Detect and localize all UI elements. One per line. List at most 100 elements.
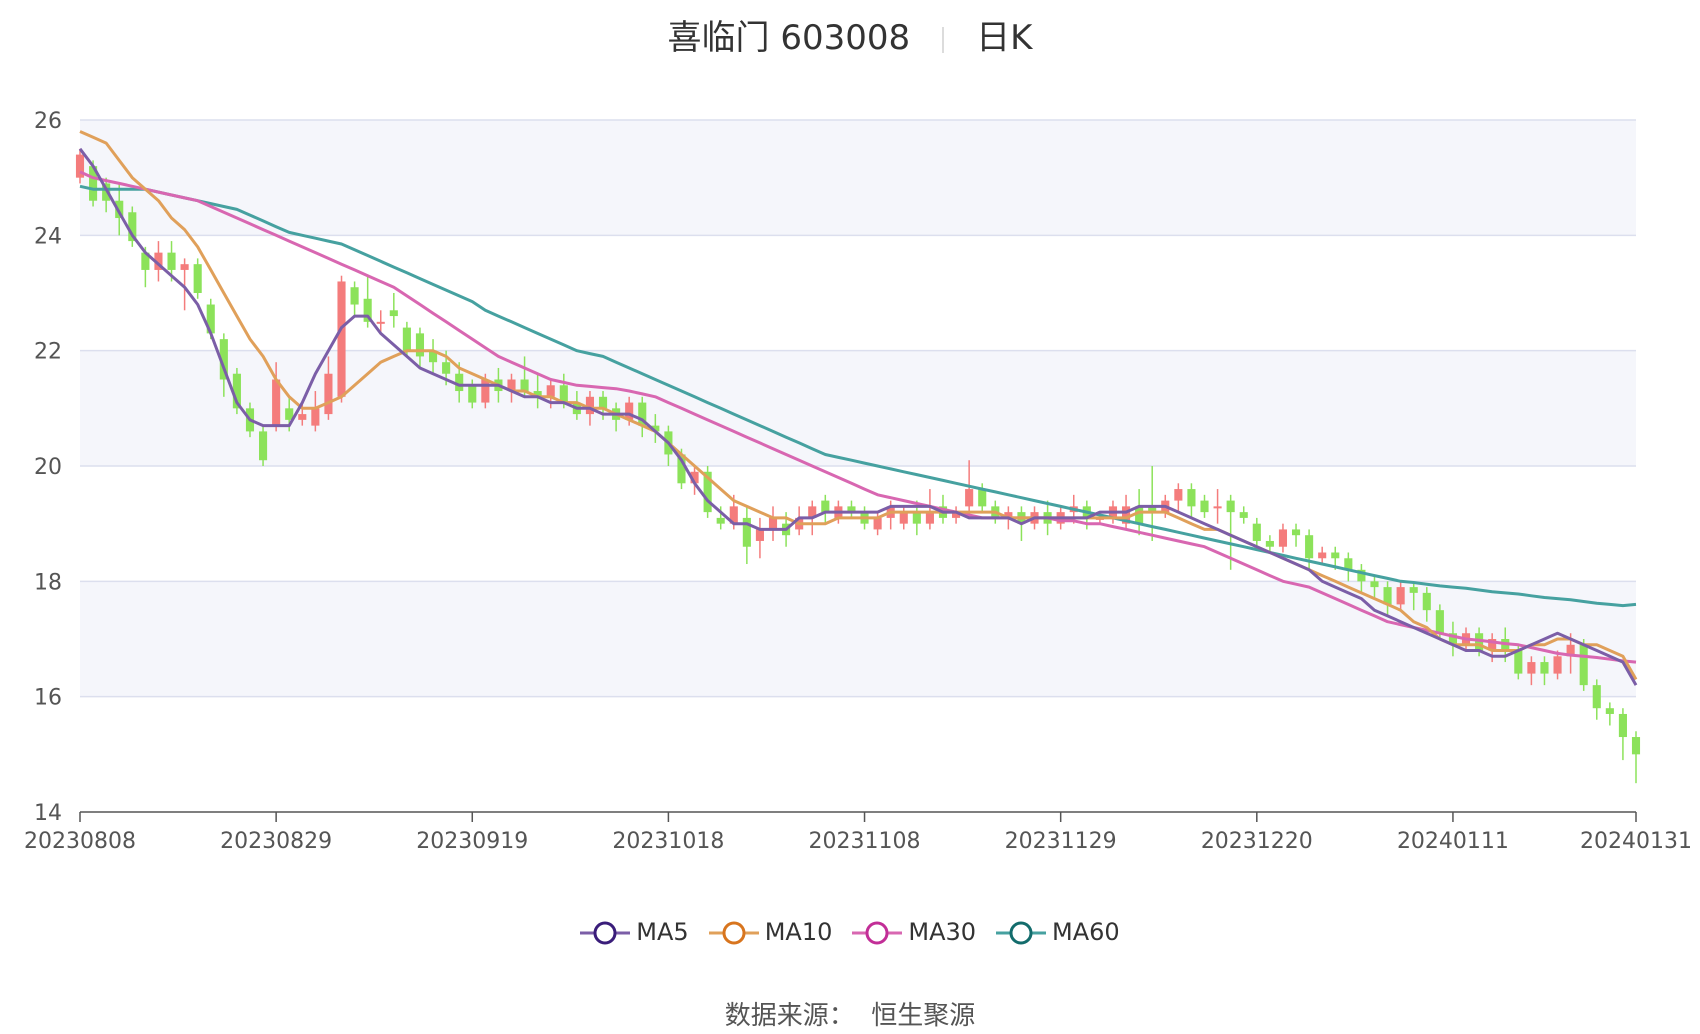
candle-body <box>1605 708 1614 714</box>
candle-body <box>965 489 974 507</box>
candle-body <box>768 517 778 530</box>
candle-body <box>716 517 725 524</box>
x-tick-label: 20231108 <box>809 829 921 854</box>
candle-body <box>638 402 647 426</box>
candle-body <box>677 454 686 484</box>
candle-body <box>821 500 830 513</box>
legend-swatch <box>708 921 759 945</box>
candle-body <box>1121 506 1131 524</box>
title-separator <box>942 26 945 53</box>
candle-body <box>1135 506 1144 524</box>
candle-body <box>376 321 385 324</box>
candle-body <box>625 402 634 420</box>
x-tick-label: 20230919 <box>416 829 528 854</box>
candle-body <box>1318 552 1327 559</box>
legend-swatch <box>996 921 1047 945</box>
candle-body <box>180 264 189 270</box>
x-tick-label: 20230829 <box>220 829 332 854</box>
ma-line-ma10 <box>79 130 1638 681</box>
candle-body <box>1331 552 1340 559</box>
candle-body <box>89 166 98 201</box>
candle-body <box>128 212 137 242</box>
candle-body <box>1488 639 1497 651</box>
ma-line-ma30 <box>79 170 1637 664</box>
x-axis: 20230808 20230829 20230919 20231018 20231108… <box>24 811 1692 854</box>
legend-item-ma10[interactable]: MA10 <box>708 918 833 946</box>
candle-body <box>1579 644 1588 686</box>
candle-body <box>952 512 961 518</box>
candle-body <box>324 373 333 415</box>
ma-lines <box>78 130 1638 686</box>
x-tick-label: 20240131 <box>1580 829 1692 854</box>
y-tick-label: 26 <box>34 109 62 134</box>
candle-body <box>272 379 281 426</box>
legend-item-ma60[interactable]: MA60 <box>996 918 1120 946</box>
candle-body <box>1566 644 1575 657</box>
grid-lines <box>80 119 1636 698</box>
candle-body <box>755 529 764 541</box>
candle-body <box>585 396 595 415</box>
candle-body <box>1475 633 1484 651</box>
candle-body <box>298 414 307 420</box>
ma-line-ma5 <box>78 147 1638 686</box>
candle-body <box>1631 737 1641 755</box>
candle-body <box>1422 592 1431 611</box>
candle-body <box>1357 569 1366 582</box>
candle-body <box>1409 587 1418 593</box>
candle-body <box>259 431 268 461</box>
candle-body <box>912 512 921 524</box>
candle-body <box>1514 650 1523 674</box>
candle-body <box>1213 506 1222 509</box>
candle-body <box>847 506 856 513</box>
candle-body <box>1200 500 1209 513</box>
chart-title-name: 喜临门 603008 <box>667 18 911 58</box>
candle-body <box>1553 656 1562 674</box>
candle-body <box>428 350 438 363</box>
candle-body <box>1174 489 1183 501</box>
candle-body <box>1265 540 1274 547</box>
data-source-value: 恒生聚源 <box>871 1001 976 1031</box>
y-tick-label: 24 <box>34 224 62 249</box>
legend-label: MA30 <box>908 918 977 946</box>
x-tick-label: 20240111 <box>1397 829 1509 854</box>
candle-body <box>455 373 464 392</box>
y-tick-label: 14 <box>34 801 62 826</box>
y-axis: 14 16 18 20 22 24 26 <box>34 109 62 826</box>
x-tick-label: 20231018 <box>612 829 724 854</box>
y-tick-label: 20 <box>34 455 62 480</box>
candle-body <box>507 379 516 392</box>
chart-title: 喜临门 603008 日K <box>0 10 1700 59</box>
legend-label: MA10 <box>764 918 833 946</box>
candle-body <box>1370 581 1379 588</box>
candle-body <box>729 506 738 524</box>
candle-body <box>311 408 320 426</box>
legend-item-ma30[interactable]: MA30 <box>852 918 976 946</box>
candle-body <box>1618 713 1627 738</box>
candle-body <box>75 154 85 178</box>
candle-body <box>232 373 241 409</box>
candle-body <box>1435 610 1444 634</box>
candle-body <box>337 281 346 397</box>
candle-body <box>1396 587 1405 605</box>
legend: MA5 MA10 MA30 MA60 <box>0 918 1700 946</box>
candle-body <box>598 396 608 409</box>
legend-item-ma5[interactable]: MA5 <box>580 918 689 946</box>
y-tick-label: 22 <box>34 340 62 365</box>
candle-body <box>1278 529 1288 547</box>
legend-swatch <box>852 921 903 945</box>
data-source: 数据来源： 恒生聚源 <box>0 995 1700 1032</box>
candle-body <box>1252 523 1261 541</box>
candle-body <box>533 391 542 397</box>
x-tick-label: 20231129 <box>1005 829 1117 854</box>
candle-body <box>1344 558 1353 570</box>
candle-body <box>559 385 568 403</box>
candle-body <box>167 252 176 270</box>
candle-body <box>141 252 150 270</box>
ma-line-ma60 <box>79 184 1637 608</box>
candle-body <box>193 264 202 293</box>
candle-body <box>978 489 987 507</box>
candle-body <box>1592 685 1601 709</box>
candle-body <box>415 333 425 357</box>
legend-label: MA60 <box>1052 918 1120 946</box>
